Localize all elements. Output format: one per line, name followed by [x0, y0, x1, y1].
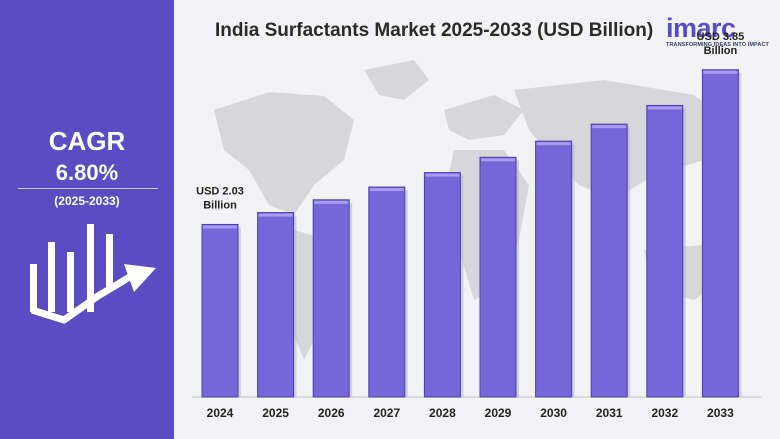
bar-highlight-2027 [369, 188, 404, 192]
bar-highlight-2028 [425, 173, 460, 177]
x-tick-label-2029: 2029 [485, 406, 512, 420]
x-tick-label-2030: 2030 [540, 406, 567, 420]
cagr-panel: CAGR 6.80% (2025-2033) [0, 0, 174, 439]
cagr-label: CAGR [48, 126, 126, 156]
bar-highlight-2033 [703, 70, 738, 74]
bar-2026 [312, 199, 350, 398]
bar-chart: 2024 2025 2026 2027 2028 2029 2030 2031 2032 2033… [192, 31, 762, 420]
logo-tagline: TRANSFORMING IDEAS INTO IMPACT [666, 42, 770, 48]
x-tick-label-2028: 2028 [429, 406, 456, 420]
imarc-logo: imarc TRANSFORMING IDEAS INTO IMPACT [666, 14, 776, 48]
data-label-2033-line1: USD 3.85 [697, 31, 745, 43]
chart-title: India Surfactants Market 2025-2033 (USD … [215, 20, 654, 41]
bar-highlight-2029 [481, 158, 515, 162]
cagr-divider [18, 188, 158, 189]
cagr-period: (2025-2033) [54, 194, 120, 208]
growth-chart-icon [30, 224, 156, 324]
bar-2028 [423, 172, 461, 398]
x-tick-label-2031: 2031 [596, 406, 623, 420]
bar-2027 [368, 186, 406, 398]
data-label-2033-line2: Billion [704, 45, 738, 57]
x-tick-label-2025: 2025 [262, 406, 289, 420]
x-tick-label-2024: 2024 [207, 406, 234, 420]
data-label-2024-line2: Billion [203, 199, 237, 211]
x-tick-label-2026: 2026 [318, 406, 345, 420]
bar-2025 [257, 212, 295, 398]
bar-highlight-2031 [592, 125, 627, 129]
bar-highlight-2030 [536, 142, 571, 146]
data-label-2024-line1: USD 2.03 [196, 185, 244, 197]
bar-highlight-2025 [258, 213, 293, 217]
bar-highlight-2032 [647, 106, 682, 110]
bar-highlight-2026 [314, 200, 349, 204]
bar-2033 [701, 69, 739, 398]
cagr-value: 6.80% [55, 160, 119, 185]
x-tick-label-2032: 2032 [651, 406, 678, 420]
bar-highlight-2024 [203, 225, 237, 229]
bar-2029 [479, 156, 517, 398]
x-tick-label-2027: 2027 [373, 406, 400, 420]
bar-2031 [590, 123, 628, 398]
bar-2030 [535, 140, 573, 398]
x-tick-label-2033: 2033 [707, 406, 734, 420]
logo-wordmark: imarc [666, 13, 736, 43]
bar-2024 [201, 223, 239, 398]
bar-2032 [646, 104, 684, 398]
